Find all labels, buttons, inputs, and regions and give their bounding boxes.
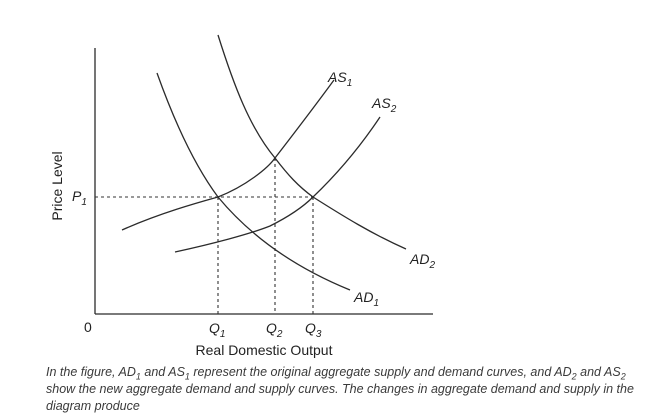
as2-label: AS2	[371, 95, 397, 115]
p1-label: P1	[72, 188, 87, 208]
ad2-label: AD2	[409, 251, 435, 271]
ad1-curve	[156, 72, 351, 291]
q3-label: Q3	[305, 320, 322, 340]
aggregate-demand-supply-diagram: AS1 AS2 AD1 AD2 P1 0 Q1 Q2 Q3 Real Domes…	[49, 34, 435, 358]
origin-label: 0	[84, 319, 92, 335]
q1-label: Q1	[209, 320, 225, 340]
as2-curve	[174, 116, 381, 253]
ad1-label: AD1	[353, 289, 379, 309]
y-axis-title: Price Level	[49, 151, 65, 220]
x-axis-title: Real Domestic Output	[196, 342, 333, 358]
question-caption: In the figure, AD1 and AS1 represent the…	[46, 365, 634, 413]
as1-curve	[121, 79, 335, 231]
as1-label: AS1	[327, 69, 352, 89]
ad2-curve	[217, 34, 407, 250]
q2-label: Q2	[266, 320, 283, 340]
